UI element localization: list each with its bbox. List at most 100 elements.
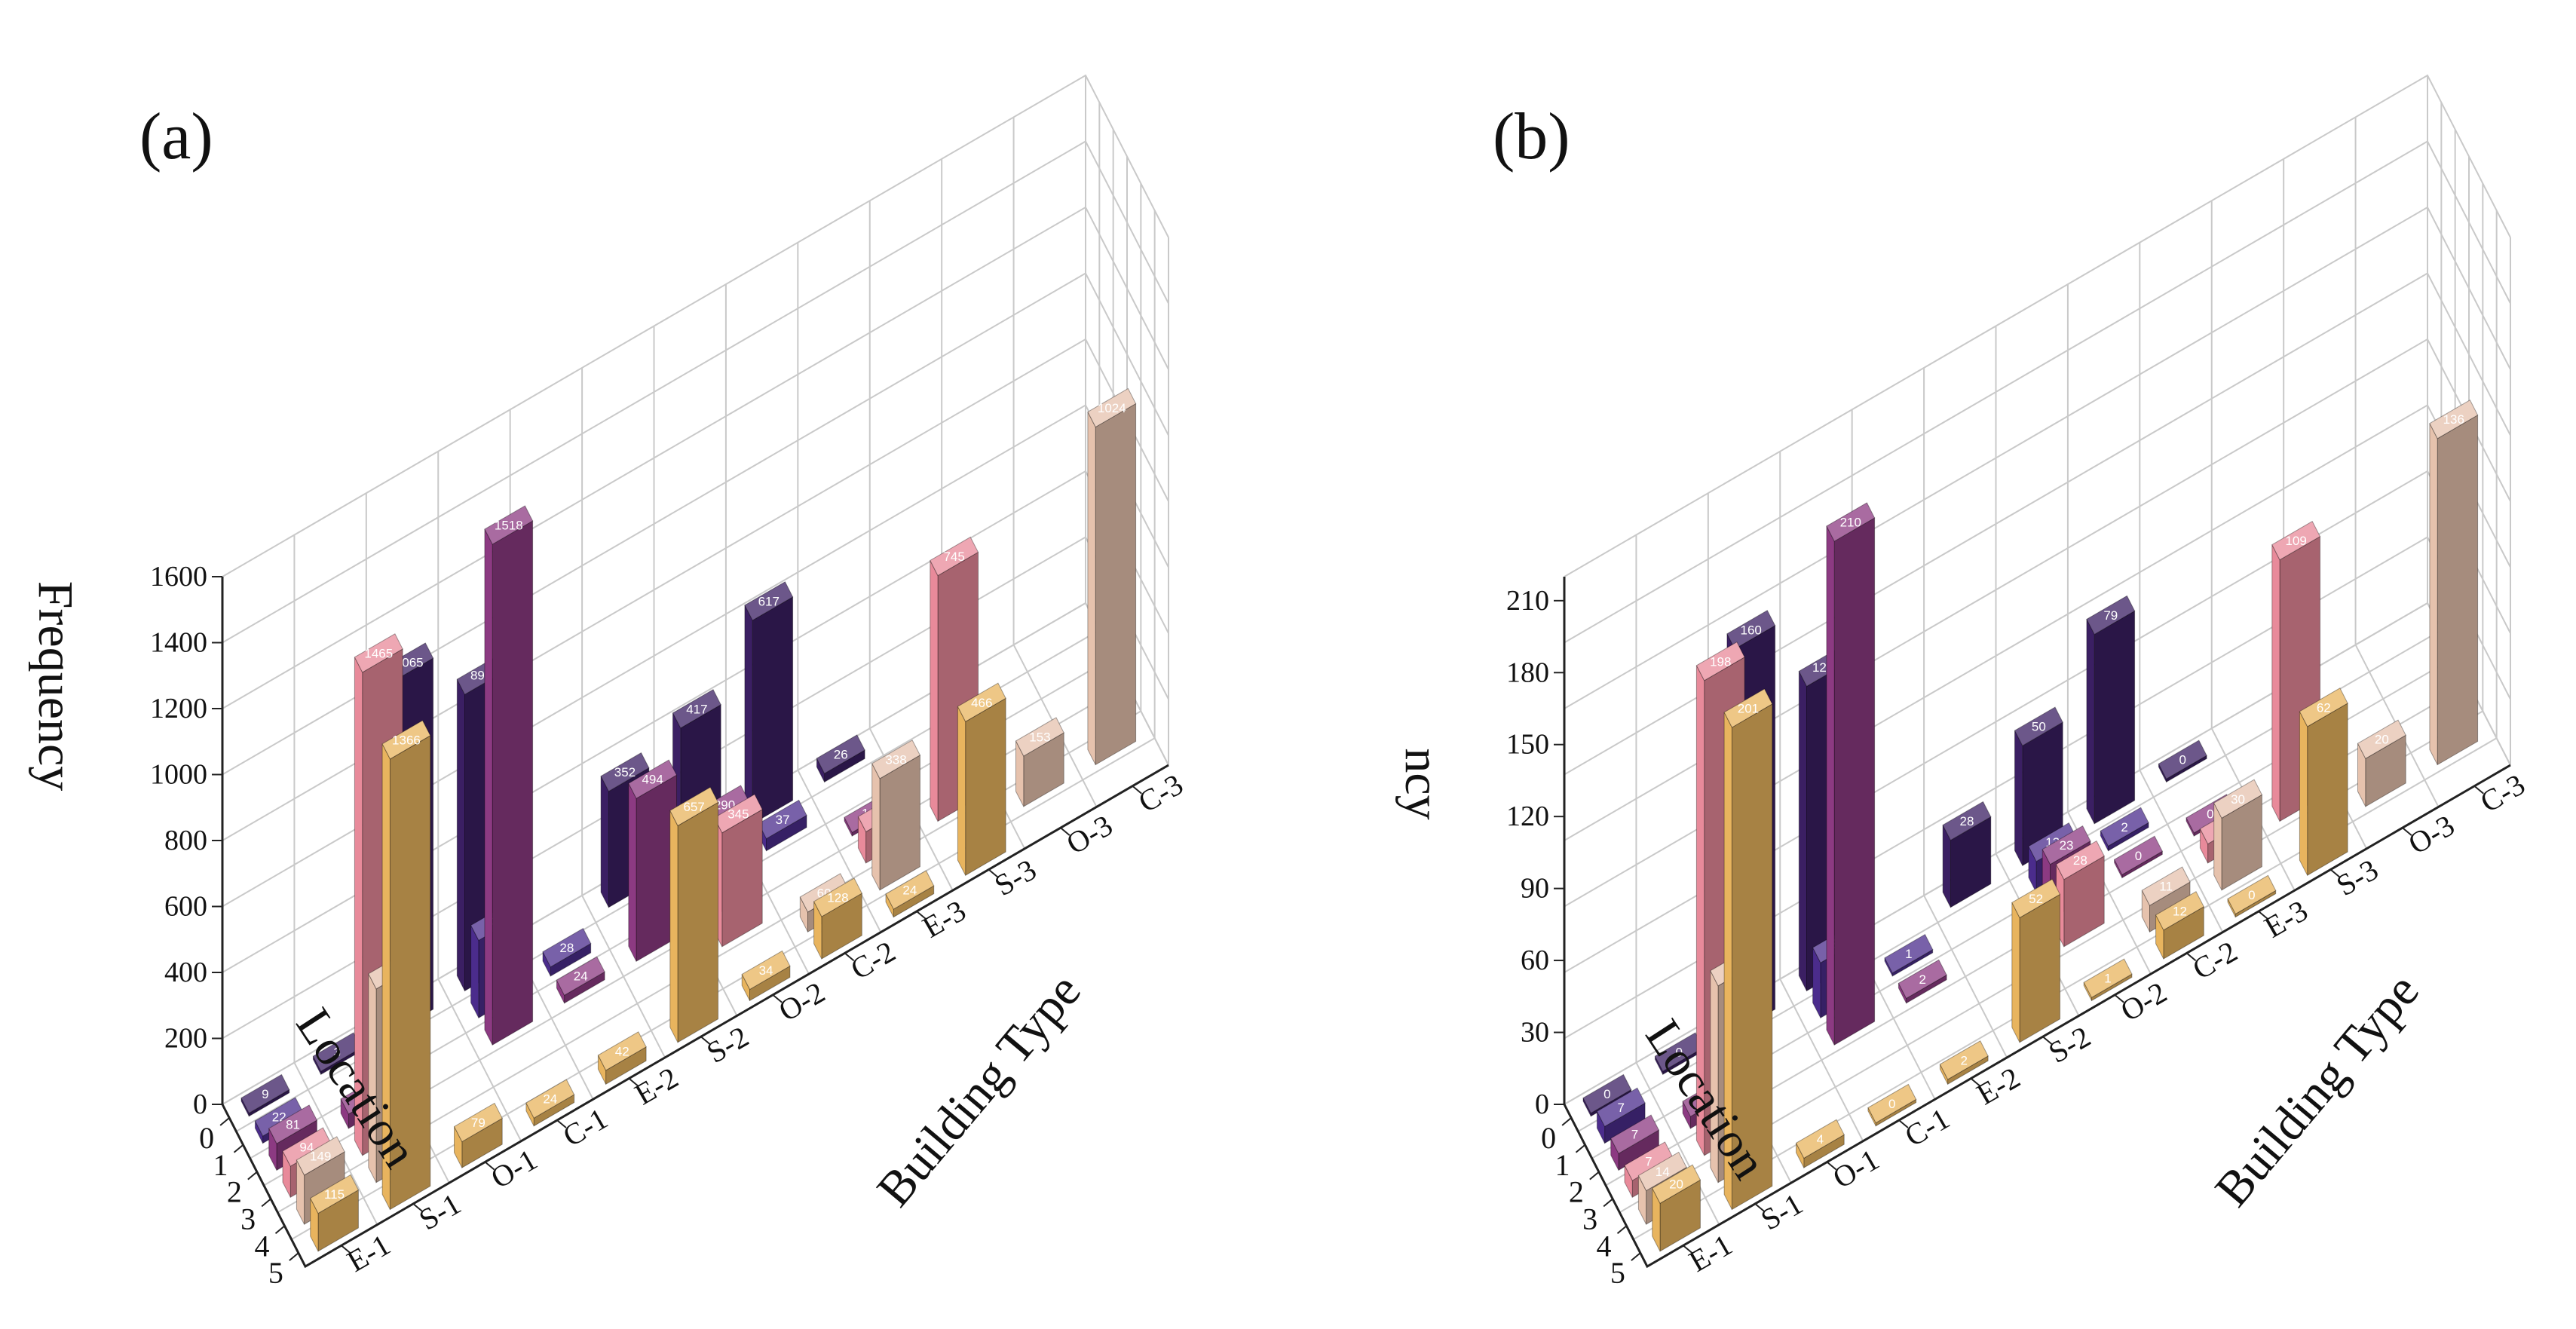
bar-location-5-S-3: 62	[2299, 687, 2348, 877]
z-tick-label: 210	[1506, 585, 1549, 617]
x-tick-label: 0	[199, 1121, 214, 1155]
bar-top	[1826, 502, 1876, 542]
bar-location-2-C-1: 210	[1826, 502, 1876, 1046]
y-tick-mark	[700, 1036, 711, 1045]
bar-location-0-C-2: 79	[2086, 595, 2136, 825]
bar-value-label: 11	[2159, 880, 2173, 894]
bar-top	[1695, 642, 1745, 681]
bar-top	[2429, 400, 2479, 439]
bar-location-4-O-3: 20	[2357, 719, 2406, 807]
y-tick-mark	[1683, 1245, 1693, 1254]
bar-value-label: 2	[2121, 820, 2127, 834]
bar-face	[2429, 423, 2438, 765]
z-tick-label: 30	[1521, 1017, 1549, 1049]
y-tick-label: E-2	[1971, 1061, 2026, 1112]
y-tick-mark	[988, 868, 999, 878]
y-tick-label: E-2	[629, 1061, 684, 1112]
y-tick-mark	[484, 1161, 495, 1171]
bar-value-label: 42	[615, 1044, 629, 1058]
bar-top	[1884, 933, 1934, 974]
bar-value-label: 0	[2207, 807, 2213, 821]
bar-value-label: 198	[1710, 654, 1731, 669]
y-tick-label: O-2	[773, 975, 830, 1028]
bar-top	[1942, 801, 1992, 841]
bar-location-5-S-3: 466	[957, 682, 1006, 877]
bar-value-label: 2	[1919, 972, 1925, 987]
bar-location-0-E-1: 9	[240, 1073, 290, 1117]
z-tick-label: 150	[1506, 729, 1549, 761]
bar-location-5-O-1: 4	[1795, 1119, 1845, 1168]
bar-top	[2055, 840, 2105, 880]
bar-location-1-C-2: 37	[758, 799, 807, 852]
z-tick-label: 60	[1521, 945, 1549, 976]
bar-location-5-C-1: 24	[525, 1079, 575, 1127]
y-tick-label: E-1	[1683, 1227, 1738, 1278]
wall-grid-line	[1564, 140, 2511, 644]
y-tick-label: O-2	[2115, 975, 2172, 1028]
bar-value-label: 338	[885, 752, 906, 767]
x-tick-label: 3	[1582, 1202, 1597, 1236]
bar-value-label: 20	[2375, 733, 2389, 747]
bar-top	[2158, 740, 2207, 779]
bar-top	[2357, 719, 2406, 759]
bar-value-label: 20	[1669, 1177, 1683, 1192]
bar-value-label: 494	[642, 773, 663, 787]
bar-location-0-O-2: 50	[2014, 706, 2063, 867]
bar-top	[669, 786, 719, 827]
y-tick-label: S-3	[988, 853, 1042, 903]
bar-top	[1939, 1040, 1989, 1080]
bar-value-label: 0	[1888, 1097, 1895, 1111]
bar-face	[600, 776, 609, 908]
bar-value-label: 50	[2032, 720, 2046, 734]
z-tick-label: 200	[164, 1023, 207, 1055]
panel-b-label: (b)	[1493, 100, 1570, 173]
floor-grid-line	[797, 770, 882, 933]
bar-top	[2100, 807, 2149, 847]
bar-value-label: 37	[776, 813, 790, 827]
bar-face	[484, 528, 493, 1046]
bar-location-3-O-2: 345	[713, 794, 763, 948]
bar-face	[1833, 517, 1876, 1046]
bar-location-1-E-2: 28	[542, 927, 592, 977]
bar-value-label: 466	[971, 696, 992, 710]
bar-top	[2271, 520, 2321, 561]
bar-top	[2141, 866, 2191, 906]
y-tick-mark	[1132, 785, 1142, 795]
floor-grid-line	[1923, 895, 2008, 1058]
bar-top	[1015, 717, 1064, 757]
bar-value-label: 28	[2073, 853, 2087, 868]
y-tick-label: E-1	[342, 1227, 397, 1278]
bar-value-label: 62	[2317, 700, 2331, 715]
bar-face	[456, 678, 465, 991]
bar-value-label: 0	[2135, 849, 2142, 863]
x-tick-label: 5	[1610, 1256, 1625, 1290]
bar-top	[1867, 1083, 1917, 1124]
x-tick-mark	[247, 1171, 258, 1180]
bar-value-label: 94	[299, 1141, 314, 1155]
bar-value-label: 657	[683, 800, 704, 814]
bar-top	[2155, 891, 2204, 931]
bar-top	[312, 1032, 362, 1072]
panel-a-z-axis-title: Frequency	[28, 581, 83, 792]
y-tick-label: C-3	[2474, 767, 2530, 819]
y-tick-mark	[2258, 911, 2268, 920]
floor-grid-line	[1635, 1062, 1720, 1226]
y-tick-label: C-1	[1899, 1101, 1955, 1153]
bar-top	[240, 1073, 290, 1114]
bar-face	[2437, 414, 2479, 766]
bar-value-label: 160	[1741, 623, 1762, 637]
bar-value-label: 34	[759, 963, 773, 978]
bar-value-label: 210	[1840, 515, 1861, 529]
bar-location-4-C-3: 1024	[1087, 387, 1137, 766]
floor-grid-line	[1779, 978, 1864, 1142]
bar-value-label: 7	[1645, 1154, 1652, 1168]
bar-top	[556, 956, 605, 996]
bar-top	[381, 720, 431, 760]
y-tick-mark	[628, 1077, 639, 1087]
bar-top	[2014, 706, 2063, 746]
x-tick-mark	[233, 1144, 244, 1153]
wall-grid-line	[1564, 206, 2511, 709]
